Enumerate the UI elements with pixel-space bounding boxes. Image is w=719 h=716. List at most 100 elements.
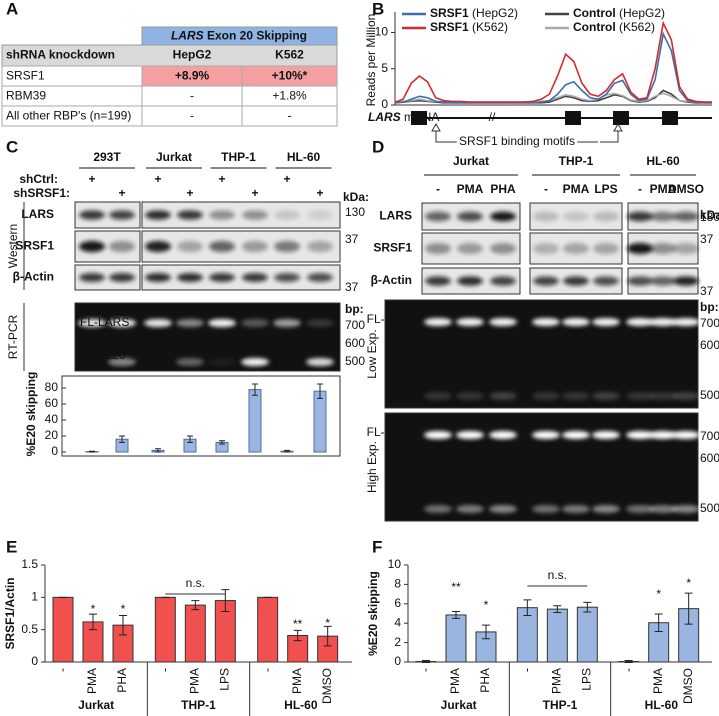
legend-entry: SRSF1 (HepG2) [430,6,518,20]
plus-sign: + [186,186,193,200]
band [274,210,300,220]
error-bar [89,450,95,453]
error-bar [221,589,230,613]
x-tick-label: PMA [651,668,665,694]
kda-mark: 37 [700,232,714,246]
band [532,505,560,513]
band [533,242,559,255]
band [626,318,654,326]
band [592,318,620,326]
table-cell: +8.9% [175,69,210,83]
band [672,505,700,513]
band [208,319,236,327]
bp-mark: 600 [345,336,365,350]
band [489,392,517,400]
x-tick-label: - [55,668,69,672]
plus-sign: + [283,172,290,186]
x-tick-label: LPS [218,668,232,691]
band [209,240,235,253]
plus-sign: + [218,172,225,186]
group-label: 293T [93,150,121,164]
annotation: * [686,576,691,590]
plus-sign: + [251,186,258,200]
condition-label: - [544,182,548,196]
y-tick-label: 1.5 [21,557,38,571]
rotated-label: RT-PCR [6,314,20,359]
band [307,210,333,220]
band [424,505,452,513]
table-cell: - [190,109,194,123]
header-cell: HepG2 [173,48,212,62]
band [177,240,203,253]
plot-frame [61,375,341,457]
error-bar [624,660,633,663]
band [241,319,269,327]
y-tick-label: 6 [394,596,401,610]
x-tick-label: PMA [290,668,304,694]
y-tick-label: 8 [394,577,401,591]
condition-label: PMA [563,182,590,196]
error-bar [119,614,127,636]
group-label: THP-1 [181,698,216,712]
x-tick-label: PMA [85,668,99,694]
row-label: SRSF1 [373,241,412,255]
band [109,210,135,220]
band [562,392,590,400]
band [424,431,452,439]
panel-letter: F [372,537,382,556]
row-label: LARS [21,207,54,221]
band [456,505,484,513]
bar [576,606,598,663]
kda-mark: 37 [345,232,359,246]
band [650,276,676,286]
legend-name: Control [573,20,616,34]
band [627,211,653,222]
band [242,273,268,282]
bp-mark: 500 [700,388,719,402]
group-label: THP-1 [543,698,578,712]
x-tick-label: PHA [115,668,129,693]
bp-mark: 600 [700,451,719,465]
error-bar [293,629,302,642]
error-bar [452,611,460,619]
error-bar [684,592,693,625]
gel [384,299,699,409]
legend-entry: SRSF1 (K562) [430,20,508,34]
band [177,210,203,220]
x-tick-label: - [621,668,635,672]
band [563,276,589,286]
bar [52,596,74,663]
band [177,273,203,282]
band [109,273,135,282]
band [626,392,654,400]
band [79,210,105,220]
bp-label: bp: [700,300,719,314]
group-label: HL-60 [646,154,680,168]
band [424,318,452,326]
y-axis-label: %E20 skipping [366,571,380,656]
y-axis-label: %E20 skipping [24,372,38,457]
exon-label: 18 [663,111,677,125]
band [457,242,483,255]
band [673,276,699,286]
bp-mark: 700 [700,429,719,443]
legend-entry: Control (HepG2) [573,6,665,20]
legend-name: SRSF1 [430,6,469,20]
title-text: Exon 20 Skipping [207,29,307,43]
band [627,242,653,255]
condition-label: shSRSF1: [13,186,70,200]
band [592,431,620,439]
exon-label: 15 [412,111,426,125]
band [145,240,171,253]
band [176,358,204,366]
x-tick-label: - [260,668,274,672]
band [673,211,699,222]
band [649,431,677,439]
band [424,392,452,400]
band-label: FL-LARS [367,312,416,326]
title-gene: LARS [171,29,204,43]
band [242,240,268,253]
band [592,505,620,513]
error-bar [523,599,532,616]
kda-mark: 37 [345,280,359,294]
